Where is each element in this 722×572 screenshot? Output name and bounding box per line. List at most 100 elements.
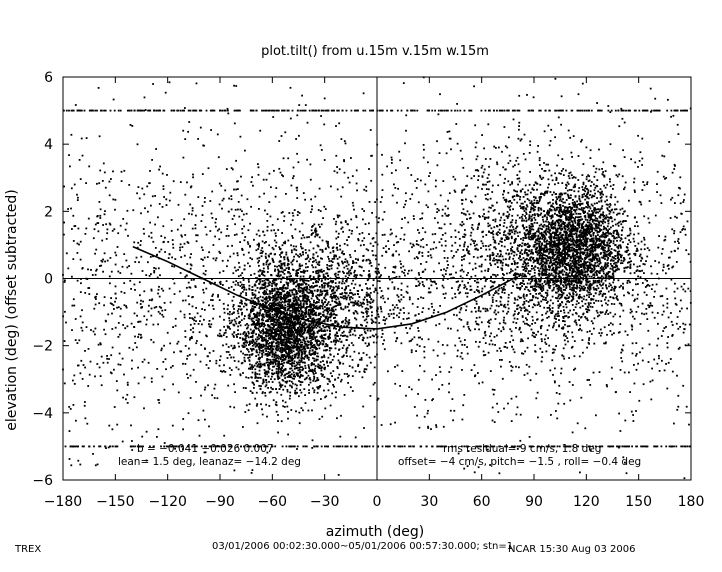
data-point [271,347,274,350]
data-point [492,236,495,239]
data-point [572,186,575,189]
data-point [314,380,317,383]
data-point [276,265,278,268]
data-point [534,284,537,287]
data-point [286,354,289,356]
data-point [608,244,610,247]
data-point [275,347,277,350]
data-point [607,250,609,252]
data-point [353,350,356,353]
data-point [543,244,546,247]
data-point [519,139,522,142]
data-point [291,386,293,389]
data-point [566,280,569,282]
data-point [288,331,291,334]
data-point [320,280,323,283]
data-point [283,313,286,316]
data-point [316,294,319,296]
data-point [274,360,277,363]
data-point [544,192,546,195]
data-point [560,251,563,254]
data-point [311,313,314,316]
data-point [288,347,291,350]
data-point [602,220,605,223]
data-point [324,333,327,336]
data-point [293,293,295,296]
data-point [578,220,581,223]
data-point [356,312,359,315]
data-point [592,257,595,260]
data-point [603,272,605,275]
data-point [612,242,615,245]
data-point [550,240,553,242]
data-point [558,285,561,288]
data-point [542,289,545,291]
data-point [355,318,358,321]
data-point [254,325,257,328]
data-point [565,236,568,239]
data-point [314,345,316,348]
data-point [525,263,528,265]
data-point [246,241,249,244]
data-point [528,244,530,247]
data-point [313,307,316,309]
data-point [291,321,293,323]
data-point [584,190,587,193]
data-point [574,195,577,198]
data-point [286,341,289,344]
data-point [296,361,298,364]
data-point [281,304,284,307]
data-point [545,259,548,262]
data-point [306,305,308,308]
data-point [558,253,561,256]
data-point [598,263,601,265]
data-point [570,208,573,211]
data-point [593,273,596,276]
data-point [296,260,298,263]
data-point [248,360,251,362]
data-point [579,231,581,234]
data-point [301,374,304,377]
data-point [299,253,302,255]
data-point [324,366,326,369]
data-point [634,245,637,247]
data-point [284,331,287,334]
data-point [535,296,537,299]
data-point [316,343,319,346]
data-point [249,340,251,343]
data-point [298,361,301,364]
data-point [321,292,324,295]
data-point [301,348,304,351]
data-point [575,212,578,215]
data-point [525,208,528,211]
data-point [560,262,563,264]
data-point [605,229,608,231]
data-point [588,230,591,233]
data-point [523,266,526,268]
data-point [570,266,573,269]
data-point [581,305,584,307]
data-point [577,245,580,248]
data-point [260,343,263,346]
data-point [623,186,626,189]
scatter-points [62,76,692,480]
data-point [532,236,535,239]
data-point [293,362,296,365]
data-point [255,281,258,283]
data-point [268,345,270,347]
data-point [512,257,515,260]
data-point [262,308,264,310]
data-point [289,325,292,327]
data-point [588,339,590,341]
data-point [254,294,257,297]
data-point [605,286,608,289]
data-point [228,287,230,289]
data-point [610,241,612,243]
data-point [336,296,339,299]
data-point [251,366,253,368]
data-point [609,255,611,257]
data-point [569,244,571,246]
data-point [551,193,554,196]
data-point [527,301,530,303]
